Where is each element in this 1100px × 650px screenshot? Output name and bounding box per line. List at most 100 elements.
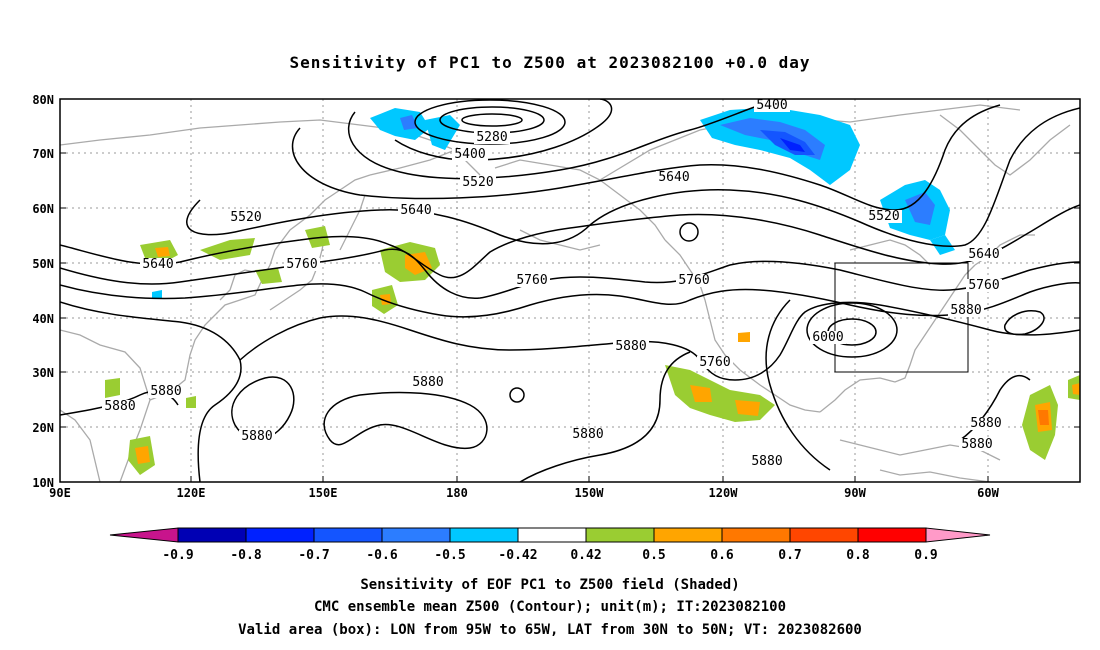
blob-pos-atlantic-edge-core [1072,383,1080,395]
colorbar-label: 0.6 [710,548,734,563]
colorbar: -0.9 -0.8 -0.7 -0.6 -0.5 -0.42 0.42 0.5 0.6 0.7 0.… [109,527,991,563]
contour-label-bg [968,417,1004,430]
map-title: Sensitivity of PC1 to Z500 at 2023082100… [289,53,810,72]
contour-label: 5400 [756,98,787,113]
contour-label: 6000 [812,330,843,345]
colorbar-segment [313,527,383,543]
coast-aleutians [519,229,601,251]
contour-5280-inner [461,113,523,127]
blob-pos-east-pacific-core-a [690,385,712,402]
blob-pos-atlantic-core [1038,410,1049,425]
coast-japan [269,234,326,311]
contour-5880-east-pacific [519,351,691,482]
coastlines [60,104,1071,482]
colorbar-segment [449,527,519,543]
contour-label: 5880 [970,416,1001,431]
contour-label-bg [810,331,846,344]
contour-label-bg [398,204,434,217]
colorbar-label: -0.5 [434,548,465,563]
lat-label: 40N [32,312,54,326]
blob-pos-japan-sea [255,268,282,284]
blob-neg-yellow-sea [152,290,162,298]
contour-label-bg [148,385,184,398]
coast-gulf-east [819,264,976,413]
contour-5880-central [323,391,488,450]
contour-labels: 5280 5400 5400 5520 5520 5520 5640 5640 5640 5640… [102,98,1004,469]
contour-label: 5640 [400,203,431,218]
coast-chukotka [369,149,481,176]
map-content: 5280 5400 5400 5520 5520 5520 5640 5640 5640 5640… [60,98,1080,482]
contour-label: 5880 [961,437,992,452]
blob-pos-okhotsk [305,226,330,248]
blob-neg-bering-core [400,115,418,130]
lat-label: 50N [32,257,54,271]
contour-label: 5760 [286,257,317,272]
contour-label: 5520 [462,175,493,190]
contour-label-bg [140,258,176,271]
blob-neg-arctic-canada-min [780,138,805,152]
contour-5520 [291,104,1001,211]
colorbar-segment [721,527,791,543]
colorbar-label: 0.8 [846,548,870,563]
lon-label: 90W [844,486,866,500]
latitude-labels: 80N 70N 60N 50N 40N 30N 20N 10N [32,93,54,490]
lon-label: 120E [177,486,206,500]
map-background [60,99,1080,482]
colorbar-segment [585,527,655,543]
contour-label: 5760 [699,355,730,370]
coast-north-america-west [664,239,821,413]
coast-baffin [939,114,1071,176]
lat-label: 60N [32,202,54,216]
footer-line-2: CMC ensemble mean Z500 (Contour); unit(m… [314,599,786,615]
contour-label: 5880 [615,339,646,354]
contour-label-bg [452,148,488,161]
blob-neg-bering-b [425,115,460,150]
blob-neg-bering-a [370,108,430,140]
blob-pos-south-china-sea [186,396,196,408]
map-frame [59,98,1081,483]
colorbar-segment [245,527,315,543]
lat-label: 20N [32,421,54,435]
contour-label: 5520 [868,209,899,224]
contour-5820-atlantic-ring [1004,310,1045,336]
lon-label: 60W [977,486,999,500]
contour-label-bg [613,340,649,353]
contour-label-bg [656,171,692,184]
colorbar-label: 0.7 [778,548,801,563]
lon-label: 90E [49,486,71,500]
contour-5880-north-america [765,299,831,471]
valid-area-box [834,262,969,373]
contour-label-bg [749,455,785,468]
contour-label: 5760 [678,273,709,288]
colorbar-label: 0.5 [642,548,665,563]
contour-label: 5880 [241,429,272,444]
contour-label-bg [474,131,510,144]
blob-pos-baja [738,332,750,342]
footer-line-3: Valid area (box): LON from 95W to 65W, L… [238,622,862,638]
contour-label-bg [570,428,606,441]
colorbar-label: -0.7 [298,548,329,563]
colorbar-label: -0.6 [366,548,397,563]
coast-south-america-north [879,469,991,482]
colorbar-segment [517,527,587,543]
colorbar-segment [177,527,247,543]
contour-5400-left [394,99,613,161]
contour-5460 [347,104,761,180]
lon-label: 120W [709,486,739,500]
colorbar-label: 0.42 [570,548,601,563]
blob-pos-indochina-b-core [135,446,150,464]
lon-label: 150E [309,486,338,500]
blob-pos-indochina-a [105,378,120,398]
lat-label: 70N [32,147,54,161]
coast-kamchatka [339,194,366,251]
contour-5640 [60,204,1080,279]
contour-label-bg [697,356,733,369]
colorbar-segment [653,527,723,543]
lat-label: 10N [32,476,54,490]
contour-label-bg [228,211,264,224]
footer-line-1: Sensitivity of EOF PC1 to Z500 field (Sh… [360,577,739,593]
colorbar-label: 0.9 [914,548,937,563]
contour-label: 5400 [454,147,485,162]
lon-label: 150W [575,486,605,500]
